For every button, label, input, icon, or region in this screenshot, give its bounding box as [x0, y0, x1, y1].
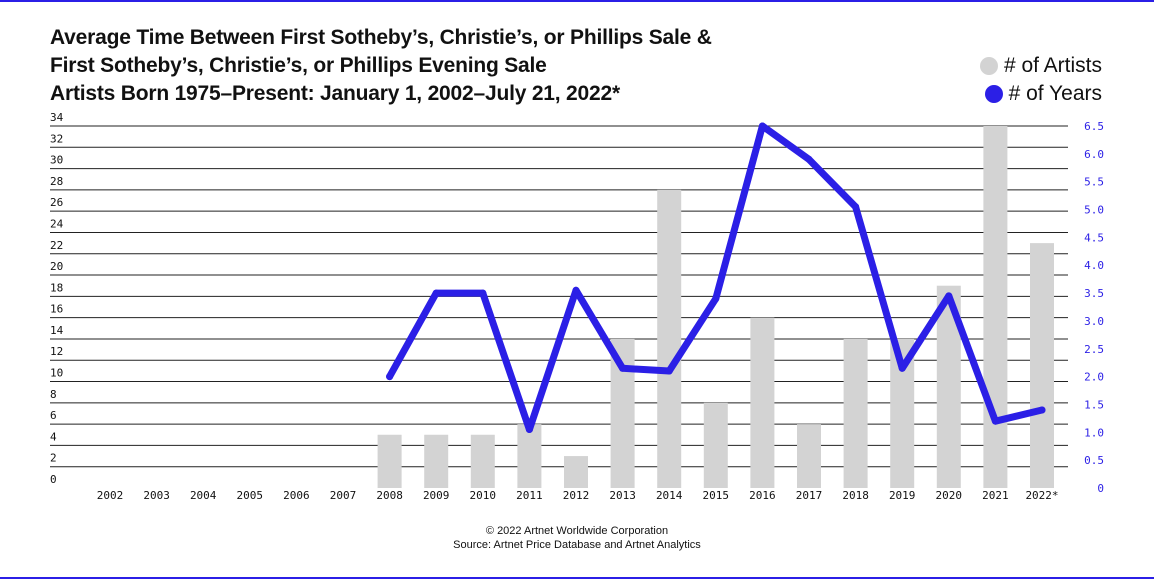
x-tick-label: 2009	[423, 489, 450, 502]
bar-2015	[703, 402, 728, 488]
x-tick-label: 2014	[656, 489, 683, 502]
right-tick-label: 5.5	[1084, 176, 1104, 189]
x-tick-label: 2013	[609, 489, 636, 502]
bar-2014	[657, 189, 682, 488]
legend-swatch-artists	[979, 57, 998, 75]
line-point	[572, 286, 580, 294]
bar-2016	[750, 317, 775, 488]
left-tick-label: 20	[50, 260, 63, 273]
x-tick-label: 2004	[190, 489, 217, 502]
left-tick-label: 6	[50, 409, 57, 422]
x-tick-label: 2019	[889, 489, 916, 502]
right-tick-label: 3.0	[1084, 315, 1104, 328]
x-tick-label: 2005	[237, 489, 264, 502]
bar-2022	[1030, 243, 1054, 488]
x-tick-label: 2008	[376, 489, 403, 502]
title-line-3: Artists Born 1975–Present: January 1, 20…	[50, 82, 620, 105]
bar-2013	[610, 338, 635, 488]
line-point	[386, 373, 394, 381]
left-tick-label: 32	[50, 132, 63, 145]
right-tick-label: 3.5	[1084, 287, 1104, 300]
right-tick-label: 6.5	[1084, 120, 1104, 133]
right-tick-label: 4.0	[1084, 259, 1104, 272]
x-tick-label: 2015	[703, 489, 730, 502]
x-tick-label: 2006	[283, 489, 310, 502]
x-tick-label: 2011	[516, 489, 543, 502]
right-tick-label: 5.0	[1084, 204, 1104, 217]
right-tick-label: 0	[1097, 482, 1104, 495]
left-tick-label: 28	[50, 175, 63, 188]
right-tick-label: 1.0	[1084, 426, 1104, 439]
bar-2010	[470, 434, 495, 488]
x-tick-label: 2020	[936, 489, 963, 502]
title-line-1: Average Time Between First Sotheby’s, Ch…	[50, 26, 712, 49]
footer: © 2022 Artnet Worldwide Corporation Sour…	[0, 524, 1154, 552]
line-point	[525, 426, 533, 434]
left-tick-label: 34	[50, 111, 64, 124]
bar-2021	[983, 126, 1008, 488]
line-point	[479, 289, 487, 297]
left-tick-label: 8	[50, 388, 57, 401]
x-tick-label: 2012	[563, 489, 590, 502]
bar-2012	[564, 456, 588, 488]
bar-2011	[517, 424, 542, 488]
line-point	[1038, 406, 1046, 414]
left-tick-label: 26	[50, 196, 63, 209]
legend-swatch-years	[984, 85, 1003, 103]
chart-title: Average Time Between First Sotheby’s, Ch…	[50, 24, 870, 108]
left-tick-label: 10	[50, 367, 63, 380]
x-tick-label: 2003	[143, 489, 170, 502]
title-line-2: First Sotheby’s, Christie’s, or Phillips…	[50, 54, 547, 77]
legend-item-years: # of Years	[980, 80, 1102, 108]
right-tick-label: 6.0	[1084, 148, 1104, 161]
legend: # of Artists # of Years	[979, 52, 1102, 108]
line-point	[805, 155, 813, 163]
x-tick-label: 2022*	[1025, 489, 1058, 502]
top-border	[0, 0, 1154, 2]
chart-plot: 024681012141618202224262830323400.51.01.…	[50, 111, 1104, 502]
left-tick-label: 2	[50, 452, 57, 465]
line-point	[665, 367, 673, 375]
footer-copyright: © 2022 Artnet Worldwide Corporation	[485, 525, 669, 537]
left-tick-label: 0	[50, 473, 57, 486]
bar-2018	[843, 338, 868, 488]
x-tick-label: 2021	[982, 489, 1009, 502]
line-point	[945, 292, 953, 300]
right-tick-label: 4.5	[1084, 231, 1104, 244]
line-point	[712, 295, 720, 303]
x-tick-label: 2010	[470, 489, 497, 502]
legend-item-artists: # of Artists	[979, 52, 1102, 80]
x-tick-label: 2002	[97, 489, 124, 502]
line-point	[432, 289, 440, 297]
x-tick-label: 2016	[749, 489, 776, 502]
left-tick-label: 22	[50, 239, 63, 252]
line-point	[619, 364, 627, 372]
right-tick-label: 0.5	[1084, 454, 1104, 467]
bottom-border	[0, 577, 1154, 579]
left-tick-label: 16	[50, 303, 63, 316]
footer-source: Source: Artnet Price Database and Artnet…	[453, 539, 701, 551]
bar-2009	[424, 434, 449, 488]
legend-label-artists: # of Artists	[1003, 54, 1102, 77]
right-tick-label: 1.5	[1084, 398, 1104, 411]
bar-2008	[377, 434, 402, 488]
right-tick-label: 2.0	[1084, 371, 1104, 384]
left-tick-label: 4	[50, 430, 57, 443]
x-tick-label: 2018	[842, 489, 869, 502]
line-point	[898, 364, 906, 372]
legend-label-years: # of Years	[1008, 82, 1102, 105]
left-tick-label: 14	[50, 324, 64, 337]
x-tick-label: 2017	[796, 489, 823, 502]
left-tick-label: 18	[50, 281, 63, 294]
line-point	[852, 203, 860, 211]
line-point	[991, 417, 999, 425]
right-tick-label: 2.5	[1084, 343, 1104, 356]
bar-2017	[797, 424, 821, 488]
left-tick-label: 30	[50, 154, 63, 167]
left-tick-label: 12	[50, 345, 63, 358]
line-point	[758, 122, 766, 130]
left-tick-label: 24	[50, 217, 64, 230]
x-tick-label: 2007	[330, 489, 357, 502]
